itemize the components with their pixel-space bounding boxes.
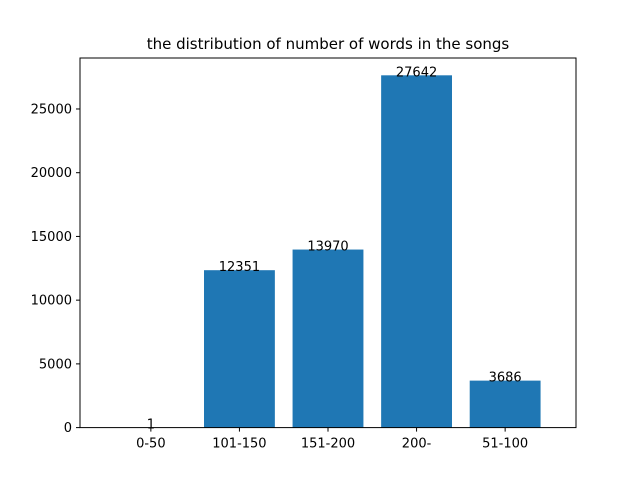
x-tick-label-0-50: 0-50 <box>136 437 166 452</box>
y-tick-label-5000: 5000 <box>39 357 72 372</box>
bar-101-150 <box>204 270 275 428</box>
value-labels-group: 1 12351 13970 27642 3686 <box>147 65 522 432</box>
bar-151-200 <box>292 249 364 428</box>
value-label-101-150: 12351 <box>219 260 260 275</box>
bar-200- <box>381 75 452 428</box>
chart-title: the distribution of number of words in t… <box>147 35 510 53</box>
x-tick-label-200-: 200- <box>402 437 432 452</box>
y-tick-label-0: 0 <box>64 421 72 436</box>
bar-51-100 <box>469 380 541 428</box>
value-label-200-: 27642 <box>396 65 437 80</box>
plot-frame <box>79 57 577 429</box>
x-tick-label-51-100: 51-100 <box>482 437 528 452</box>
x-axis: 0-50 101-150 151-200 200- 51-100 <box>136 427 528 452</box>
y-tick-label-20000: 20000 <box>31 166 72 181</box>
y-tick-label-25000: 25000 <box>31 102 72 117</box>
y-axis: 0 5000 10000 15000 20000 25000 <box>31 102 80 436</box>
y-tick-label-15000: 15000 <box>31 230 72 245</box>
value-label-0-50: 1 <box>147 418 155 433</box>
bars-group <box>115 75 541 428</box>
x-tick-label-101-150: 101-150 <box>212 437 266 452</box>
y-tick-label-10000: 10000 <box>31 294 72 309</box>
value-label-51-100: 3686 <box>489 371 522 386</box>
value-label-151-200: 13970 <box>307 240 348 255</box>
x-tick-label-151-200: 151-200 <box>301 437 355 452</box>
